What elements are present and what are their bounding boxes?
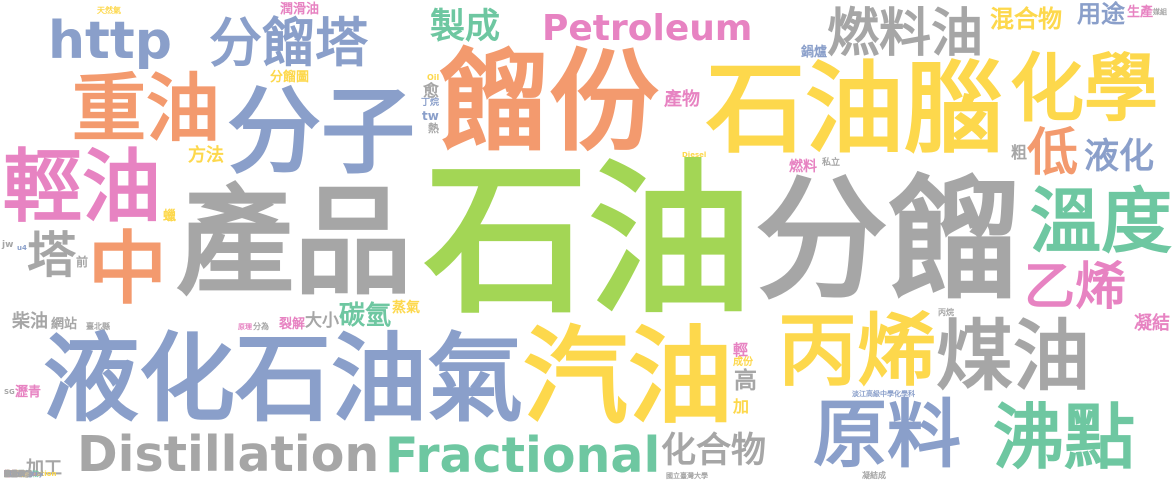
cloud-word: 原料 — [813, 398, 961, 472]
cloud-word: http — [48, 15, 172, 67]
cloud-word: 分為 — [253, 323, 269, 331]
cloud-word: Oil — [427, 74, 439, 82]
cloud-word: 原理 — [238, 324, 252, 331]
cloud-word: 分餾 — [755, 175, 1021, 308]
cloud-word: 媒組 — [1153, 9, 1167, 16]
cloud-word: 用途 — [1077, 2, 1125, 26]
cloud-word: 化合物 — [661, 434, 766, 469]
cloud-word: 液化 — [1084, 140, 1154, 175]
cloud-word: 產物 — [664, 91, 700, 109]
cloud-word: 蒸氣 — [392, 301, 420, 315]
cloud-word: 丙烯 — [778, 312, 936, 391]
cloud-word: 輕油 — [3, 148, 161, 227]
cloud-word: 燃料 — [789, 160, 817, 174]
cloud-word: 大小 — [305, 313, 339, 330]
cloud-word: 潤滑油 — [280, 3, 319, 16]
cloud-word: 鍋爐 — [801, 46, 827, 59]
cloud-word: 熱 — [428, 123, 439, 134]
cloud-word: 生產 — [1127, 6, 1153, 19]
cloud-word: 淡江高級中學化學科 — [852, 391, 915, 398]
cloud-word: 煤油 — [936, 319, 1090, 396]
cloud-word: 沸點 — [993, 402, 1135, 473]
cloud-word: 碳氫 — [339, 303, 391, 329]
cloud-word: 丙烷 — [938, 309, 954, 317]
cloud-word: 中 — [88, 230, 167, 309]
cloud-word: 分餾塔 — [209, 17, 368, 70]
cloud-word: SG — [4, 389, 15, 396]
cloud-word: 國立臺灣大學 — [666, 473, 708, 480]
cloud-word: 石油 — [424, 159, 752, 323]
cloud-word: 凝結成 — [862, 472, 886, 480]
cloud-word: 裂解 — [279, 318, 305, 331]
cloud-word: Diesel — [682, 152, 706, 159]
cloud-word: 愈 — [423, 83, 439, 99]
cloud-word: 輕 — [733, 343, 748, 358]
cloud-word: tw — [422, 110, 439, 122]
cloud-word: 溫度 — [1030, 186, 1172, 257]
cloud-word: 混合物 — [990, 7, 1062, 31]
cloud-word: jw — [2, 241, 13, 250]
cloud-word: 蠟 — [163, 210, 176, 223]
cloud-word: 液化石油氣 — [43, 331, 523, 427]
cloud-word: 天然氣 — [97, 7, 121, 15]
cloud-word: 柴油 — [12, 313, 48, 331]
cloud-word: 網站 — [51, 318, 77, 331]
cloud-word: 私立 — [822, 159, 840, 168]
cloud-word: Distillation — [77, 430, 379, 479]
cloud-word: 前 — [76, 256, 88, 268]
cloud-word: 丁烷 — [421, 99, 439, 108]
cloud-word: 化學 — [1010, 52, 1158, 126]
cloud-word: 凝結 — [1134, 315, 1170, 333]
cloud-word: 成份 — [733, 358, 753, 368]
cloud-word: 瀝青 — [15, 386, 41, 399]
cloud-word: 分子 — [227, 86, 415, 180]
cloud-word: 方法 — [188, 147, 224, 165]
cloud-word: 粗 — [1011, 145, 1027, 161]
cloud-word: 汽油 — [523, 325, 733, 430]
cloud-word: 化學科 — [4, 471, 25, 478]
cloud-word: Fractional — [385, 431, 660, 480]
cloud-word: 高 — [734, 370, 757, 393]
cloud-word: 臺北縣 — [86, 323, 110, 331]
cloud-word: Petroleum — [542, 11, 752, 47]
cloud-word: 產品 — [176, 183, 412, 301]
cloud-word: 乙烯 — [1024, 262, 1126, 313]
cloud-word: 石油腦 — [706, 60, 1003, 159]
cloud-word: 低 — [1027, 128, 1078, 179]
cloud-word: 製成 — [430, 10, 500, 45]
cloud-word: 加 — [733, 399, 749, 415]
cloud-word: 分餾圖 — [270, 71, 309, 84]
cloud-word: 重油 — [72, 72, 220, 146]
cloud-word: u4 — [17, 245, 27, 252]
cloud-word: 餾份 — [439, 47, 659, 157]
cloud-word: 燃料油 — [827, 8, 983, 60]
cloud-word: 塔 — [27, 231, 76, 280]
